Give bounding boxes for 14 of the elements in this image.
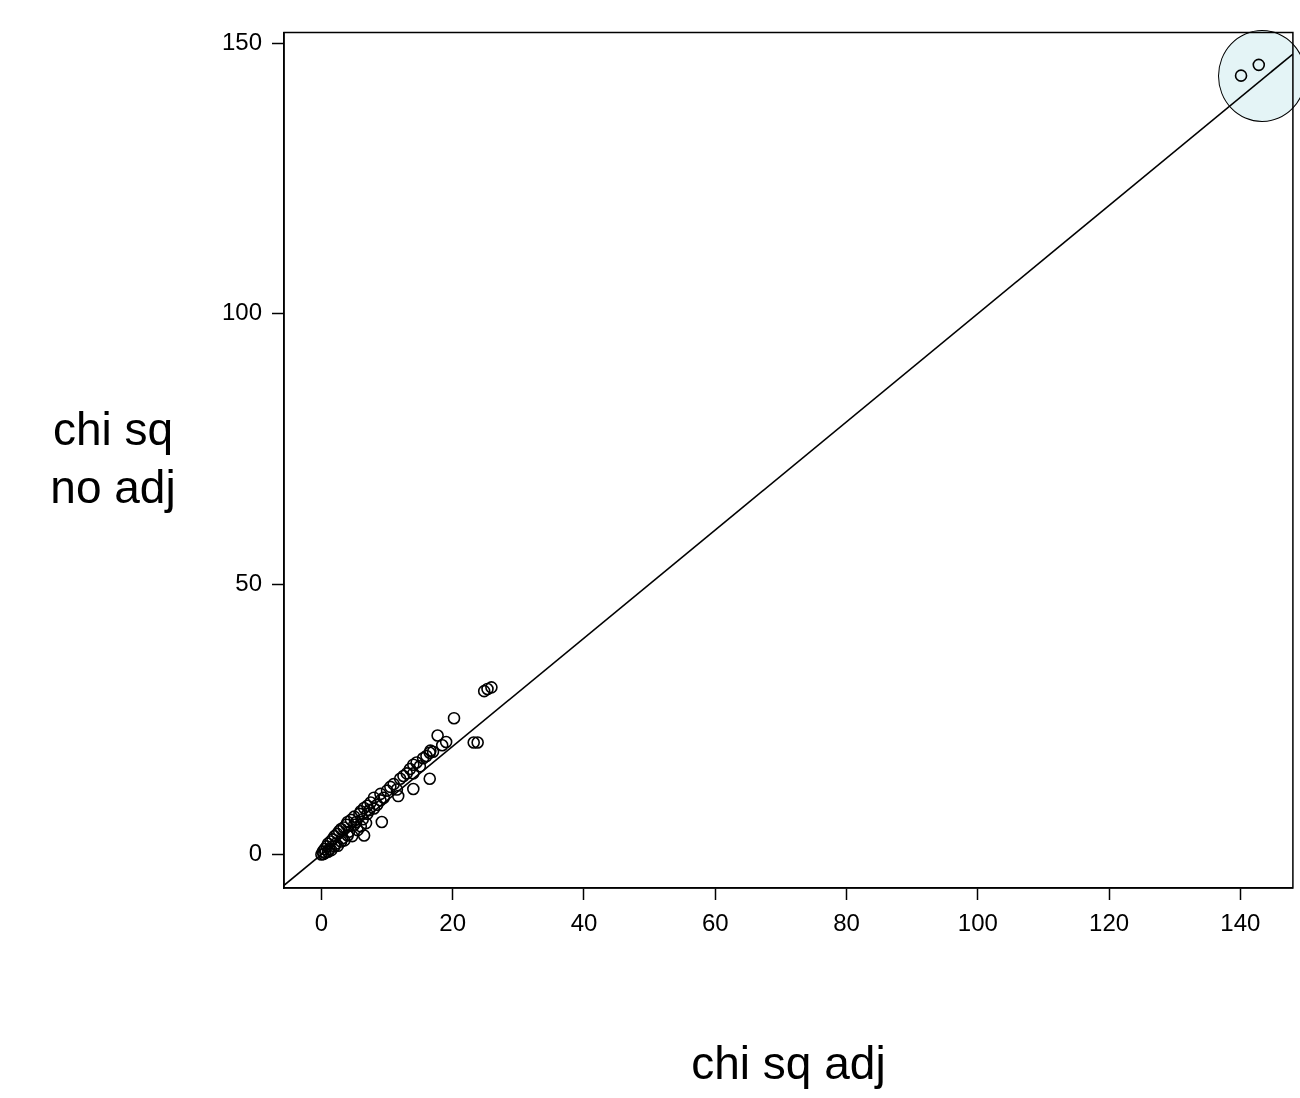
x-tick-label: 100 [957, 909, 998, 937]
y-tick-label: 50 [235, 568, 262, 596]
x-tick-label: 60 [701, 909, 729, 937]
x-tick-label: 0 [314, 909, 329, 937]
y-axis-title: chi sq no adj [49, 402, 177, 516]
x-tick-label: 40 [570, 909, 598, 937]
y-tick-label: 100 [221, 298, 262, 326]
x-tick-label: 20 [439, 909, 467, 937]
y-tick-label: 150 [221, 27, 262, 55]
x-tick-label: 120 [1089, 909, 1130, 937]
x-tick-label: 80 [833, 909, 860, 937]
y-tick-label: 0 [248, 839, 262, 867]
x-axis-title: chi sq adj [691, 1037, 886, 1090]
x-tick-label: 140 [1220, 909, 1261, 937]
